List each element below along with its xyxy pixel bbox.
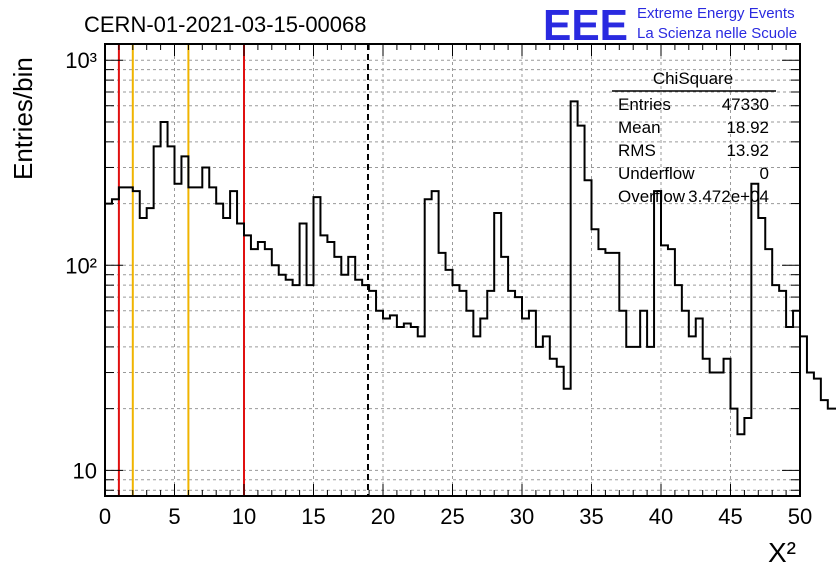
x-tick-label: 50 (788, 504, 812, 529)
x-tick-label: 10 (232, 504, 256, 529)
tick-labels: 0 5 10 15 20 25 30 35 40 45 50 10 10² 10³ (65, 48, 812, 529)
stats-value-entries: 47330 (722, 95, 769, 114)
stats-box: ChiSquare Entries 47330 Mean 18.92 RMS 1… (612, 69, 776, 206)
stats-value-overflow: 3.472e+04 (688, 187, 769, 206)
stats-value-rms: 13.92 (726, 141, 769, 160)
stats-label-rms: RMS (618, 141, 656, 160)
stats-label-mean: Mean (618, 118, 661, 137)
stats-title: ChiSquare (653, 69, 733, 88)
chart-title: CERN-01-2021-03-15-00068 (84, 12, 367, 37)
x-tick-label: 5 (168, 504, 180, 529)
vertical-markers (117, 44, 369, 496)
stats-label-underflow: Underflow (618, 164, 695, 183)
eee-logo: EEE Extreme Energy Events La Scienza nel… (543, 1, 797, 50)
y-tick-label: 10² (65, 253, 97, 278)
y-tick-label: 10 (73, 458, 97, 483)
x-tick-label: 40 (649, 504, 673, 529)
stats-label-entries: Entries (618, 95, 671, 114)
stats-value-underflow: 0 (760, 164, 769, 183)
histogram-outline (105, 100, 836, 436)
x-axis-label: X² (768, 537, 796, 568)
x-tick-label: 25 (440, 504, 464, 529)
x-tick-label: 35 (579, 504, 603, 529)
axis-ticks (104, 44, 801, 496)
logo-line1: Extreme Energy Events (637, 5, 795, 22)
x-tick-label: 15 (301, 504, 325, 529)
x-tick-label: 20 (371, 504, 395, 529)
x-tick-label: 30 (510, 504, 534, 529)
x-tick-label: 0 (99, 504, 111, 529)
stats-label-overflow: Overflow (618, 187, 686, 206)
x-tick-label: 45 (718, 504, 742, 529)
y-tick-label: 10³ (65, 48, 97, 73)
histogram (105, 100, 836, 436)
logo-mark: EEE (543, 1, 628, 50)
stats-value-mean: 18.92 (726, 118, 769, 137)
y-axis-label: Entries/bin (8, 57, 38, 180)
logo-line2: La Scienza nelle Scuole (637, 25, 797, 42)
